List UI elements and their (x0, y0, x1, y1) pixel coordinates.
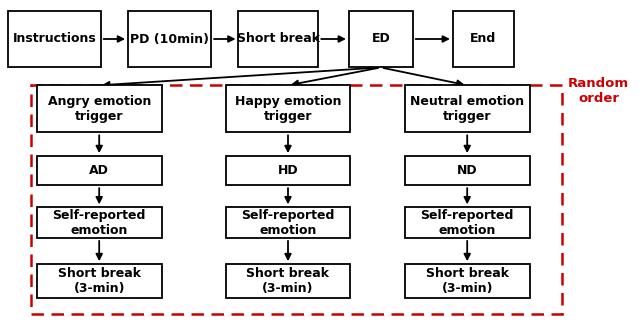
Text: PD (10min): PD (10min) (130, 32, 209, 46)
Text: Angry emotion
trigger: Angry emotion trigger (47, 95, 151, 123)
Text: Short break: Short break (237, 32, 320, 46)
Text: Neutral emotion
trigger: Neutral emotion trigger (410, 95, 524, 123)
FancyBboxPatch shape (226, 207, 351, 238)
FancyBboxPatch shape (226, 85, 351, 133)
FancyBboxPatch shape (128, 10, 211, 68)
Text: ND: ND (457, 164, 477, 177)
FancyBboxPatch shape (36, 264, 161, 298)
FancyBboxPatch shape (226, 264, 351, 298)
FancyBboxPatch shape (404, 207, 529, 238)
Text: Short break
(3-min): Short break (3-min) (426, 267, 509, 295)
Text: Short break
(3-min): Short break (3-min) (58, 267, 141, 295)
Text: ED: ED (371, 32, 390, 46)
FancyBboxPatch shape (8, 10, 101, 68)
FancyBboxPatch shape (226, 156, 351, 185)
FancyBboxPatch shape (239, 10, 319, 68)
FancyBboxPatch shape (453, 10, 514, 68)
Text: Short break
(3-min): Short break (3-min) (246, 267, 330, 295)
Text: Self-reported
emotion: Self-reported emotion (241, 209, 335, 237)
Text: Random
order: Random order (568, 77, 629, 105)
Text: AD: AD (89, 164, 109, 177)
Text: Self-reported
emotion: Self-reported emotion (420, 209, 514, 237)
FancyBboxPatch shape (404, 156, 529, 185)
Text: Self-reported
emotion: Self-reported emotion (52, 209, 146, 237)
FancyBboxPatch shape (36, 156, 161, 185)
FancyBboxPatch shape (404, 264, 529, 298)
FancyBboxPatch shape (404, 85, 529, 133)
FancyBboxPatch shape (349, 10, 413, 68)
Text: Instructions: Instructions (13, 32, 96, 46)
FancyBboxPatch shape (36, 207, 161, 238)
Text: Happy emotion
trigger: Happy emotion trigger (235, 95, 341, 123)
Text: End: End (470, 32, 497, 46)
Text: HD: HD (278, 164, 298, 177)
FancyBboxPatch shape (36, 85, 161, 133)
